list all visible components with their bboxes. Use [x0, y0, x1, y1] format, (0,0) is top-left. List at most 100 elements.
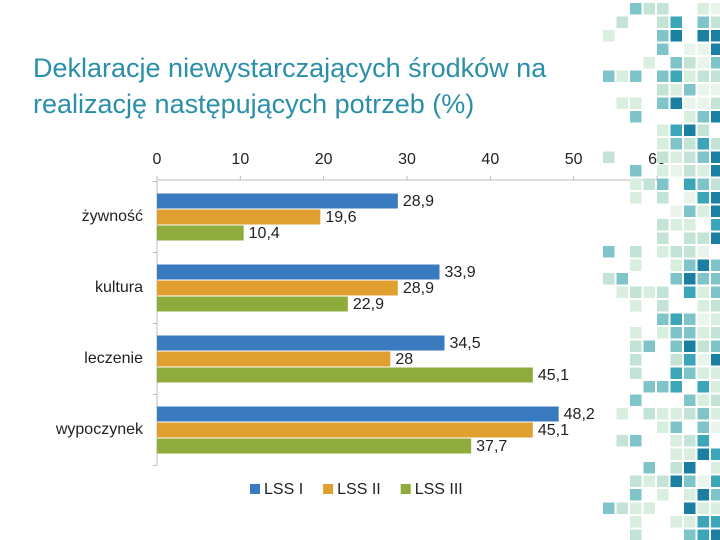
decor-square [711, 381, 720, 393]
decor-square [670, 246, 682, 258]
data-label: 19,6 [325, 209, 356, 226]
decor-square [684, 232, 696, 244]
bar [157, 335, 445, 351]
decor-square [684, 340, 696, 352]
decor-square [670, 516, 682, 528]
decor-square [697, 300, 709, 312]
decor-square [697, 421, 709, 433]
decor-square [697, 232, 709, 244]
decor-square [630, 475, 642, 487]
decor-square [670, 340, 682, 352]
data-label: 48,2 [564, 406, 595, 423]
decor-square [697, 408, 709, 420]
decor-square [684, 286, 696, 298]
data-label: 45,1 [538, 367, 569, 384]
decor-square [657, 124, 669, 136]
decor-square [670, 367, 682, 379]
decor-square [711, 3, 720, 15]
decor-square [711, 57, 720, 69]
bar [157, 422, 533, 438]
decor-square [684, 516, 696, 528]
bar [157, 406, 559, 422]
decor-square [670, 462, 682, 474]
decor-square [643, 340, 655, 352]
decor-square [657, 70, 669, 82]
decor-square [643, 57, 655, 69]
decor-square [657, 84, 669, 96]
decor-square [603, 70, 615, 82]
decor-square [657, 3, 669, 15]
decor-square [630, 70, 642, 82]
decor-square [684, 502, 696, 514]
decor-square [697, 165, 709, 177]
decor-square [711, 502, 720, 514]
decor-square [657, 16, 669, 28]
decor-square [657, 313, 669, 325]
decor-square [711, 529, 720, 540]
data-label: 28,9 [403, 280, 434, 297]
decor-square [697, 273, 709, 285]
decor-square [684, 367, 696, 379]
decor-square [711, 205, 720, 217]
decor-square [711, 259, 720, 271]
decor-square [697, 529, 709, 540]
decor-square [670, 475, 682, 487]
decor-square [697, 516, 709, 528]
decor-square [684, 462, 696, 474]
decor-square [711, 138, 720, 150]
decor-square [630, 394, 642, 406]
decor-square [630, 246, 642, 258]
decor-square [711, 313, 720, 325]
decor-square [630, 3, 642, 15]
decor-square [711, 462, 720, 474]
decor-square [670, 448, 682, 460]
decor-square [711, 151, 720, 163]
decor-square [603, 273, 615, 285]
decor-square [684, 475, 696, 487]
decor-square [670, 327, 682, 339]
decor-square [643, 178, 655, 190]
x-tick-label: 10 [231, 151, 249, 168]
decor-square [657, 138, 669, 150]
decor-square [670, 84, 682, 96]
decor-square [697, 246, 709, 258]
bar [157, 438, 472, 454]
decor-square [603, 246, 615, 258]
bar [157, 209, 321, 225]
legend-label: LSS I [264, 481, 303, 498]
decor-square [630, 327, 642, 339]
decor-square [684, 178, 696, 190]
decor-square [711, 354, 720, 366]
decor-square [684, 151, 696, 163]
decor-square [711, 516, 720, 528]
decor-square [711, 30, 720, 42]
decor-square [697, 354, 709, 366]
legend-swatch [323, 484, 334, 494]
decor-square [630, 111, 642, 123]
decor-square [711, 367, 720, 379]
decor-square [657, 97, 669, 109]
decor-square [684, 165, 696, 177]
decor-square [616, 286, 628, 298]
decor-square [657, 286, 669, 298]
decor-square [657, 408, 669, 420]
bar [157, 280, 398, 296]
decor-square [670, 205, 682, 217]
legend-label: LSS III [415, 481, 463, 498]
decor-square [711, 340, 720, 352]
decor-square [711, 97, 720, 109]
decor-square [697, 502, 709, 514]
decor-square [697, 435, 709, 447]
decor-square [630, 286, 642, 298]
decor-square [711, 300, 720, 312]
decor-square [657, 30, 669, 42]
decor-square [697, 394, 709, 406]
decor-square [670, 259, 682, 271]
decor-square [684, 97, 696, 109]
x-tick-label: 0 [153, 151, 162, 168]
decor-square [616, 16, 628, 28]
decor-square [711, 394, 720, 406]
data-label: 22,9 [353, 296, 384, 313]
data-label: 28 [395, 351, 413, 368]
